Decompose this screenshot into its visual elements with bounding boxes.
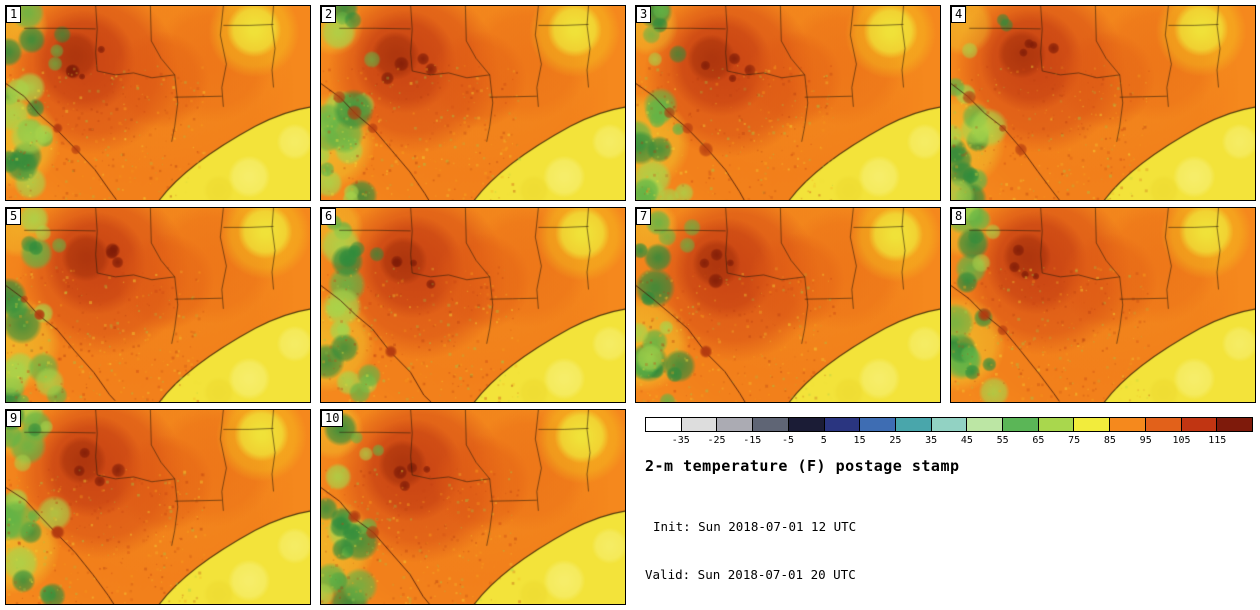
colorbar-tick-label: 115 <box>1208 435 1227 446</box>
colorbar: -35 -25 -15 -5 5 15 25 35 45 55 65 75 85 95 105 115 <box>645 417 1253 448</box>
colorbar-segment <box>1109 418 1145 431</box>
colorbar-tick-label: -15 <box>743 435 762 446</box>
member-number-label: 4 <box>951 6 967 23</box>
init-time: Init: Sun 2018-07-01 12 UTC <box>653 519 857 534</box>
colorbar-segment <box>1180 418 1217 431</box>
ensemble-member-panel: 10 <box>320 409 626 605</box>
member-number-label: 9 <box>6 410 22 427</box>
ensemble-member-panel: 7 <box>635 207 941 403</box>
colorbar-segment <box>716 418 753 431</box>
temperature-map <box>951 208 1255 402</box>
colorbar-tick-label: 15 <box>853 435 866 446</box>
temperature-map <box>321 410 625 604</box>
colorbar-segment <box>859 418 895 431</box>
member-number-label: 6 <box>321 208 337 225</box>
colorbar-segment <box>1144 418 1181 431</box>
member-number-label: 10 <box>321 410 344 427</box>
member-number-label: 2 <box>321 6 337 23</box>
colorbar-segment <box>1216 418 1252 431</box>
colorbar-segment <box>1037 418 1074 431</box>
temperature-map <box>951 6 1255 200</box>
colorbar-segment <box>1073 418 1110 431</box>
temperature-map <box>636 208 940 402</box>
ensemble-member-panel: 8 <box>950 207 1256 403</box>
colorbar-segment <box>787 418 824 431</box>
member-number-label: 5 <box>6 208 22 225</box>
colorbar-tick-label: 65 <box>1032 435 1045 446</box>
temperature-map <box>6 410 310 604</box>
colorbar-tick-label: 105 <box>1172 435 1191 446</box>
colorbar-segment <box>646 418 681 431</box>
figure-title: 2-m temperature (F) postage stamp <box>645 457 960 475</box>
ensemble-member-panel: 4 <box>950 5 1256 201</box>
ensemble-member-panel: 3 <box>635 5 941 201</box>
colorbar-tick-label: 25 <box>889 435 902 446</box>
colorbar-segment <box>752 418 788 431</box>
member-number-label: 7 <box>636 208 652 225</box>
temperature-map <box>321 208 625 402</box>
colorbar-tick-label: -25 <box>707 435 726 446</box>
temperature-map <box>6 6 310 200</box>
colorbar-segment <box>680 418 717 431</box>
member-number-label: 8 <box>951 208 967 225</box>
temperature-map <box>6 208 310 402</box>
ensemble-member-panel: 1 <box>5 5 311 201</box>
colorbar-segment <box>823 418 860 431</box>
ensemble-member-panel: 9 <box>5 409 311 605</box>
colorbar-tick-label: 95 <box>1139 435 1152 446</box>
valid-time: Valid: Sun 2018-07-01 20 UTC <box>645 567 856 582</box>
colorbar-tick-label: 75 <box>1068 435 1081 446</box>
ensemble-member-panel: 5 <box>5 207 311 403</box>
temperature-map <box>321 6 625 200</box>
member-number-label: 1 <box>6 6 22 23</box>
init-valid-times: Init: Sun 2018-07-01 12 UTC Valid: Sun 2… <box>645 487 1254 610</box>
colorbar-ticks: -35 -25 -15 -5 5 15 25 35 45 55 65 75 85 95 105 115 <box>645 432 1253 448</box>
colorbar-tick-label: 45 <box>960 435 973 446</box>
colorbar-tick-label: 85 <box>1103 435 1116 446</box>
temperature-map <box>636 6 940 200</box>
colorbar-segment <box>930 418 967 431</box>
colorbar-segment <box>966 418 1003 431</box>
colorbar-segment <box>1002 418 1038 431</box>
colorbar-tick-label: 5 <box>820 435 827 446</box>
colorbar-tick-label: -35 <box>671 435 690 446</box>
member-number-label: 3 <box>636 6 652 23</box>
colorbar-tick-label: -5 <box>782 435 795 446</box>
ensemble-member-panel: 6 <box>320 207 626 403</box>
ensemble-member-panel: 2 <box>320 5 626 201</box>
colorbar-tick-label: 35 <box>925 435 938 446</box>
colorbar-segment <box>894 418 931 431</box>
caption-block: -35 -25 -15 -5 5 15 25 35 45 55 65 75 85 95 105 115 2-m… <box>635 409 1256 605</box>
colorbar-segments <box>645 417 1253 432</box>
colorbar-tick-label: 55 <box>996 435 1009 446</box>
